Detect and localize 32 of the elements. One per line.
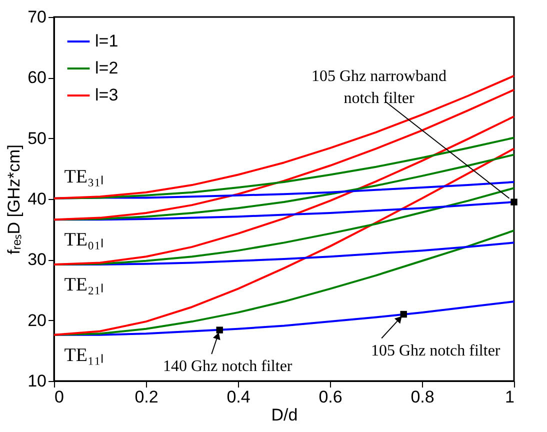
y-tick-label: 40 (28, 190, 46, 208)
legend-label: l=1 (95, 32, 118, 50)
y-tick-label: 10 (28, 372, 46, 390)
y-tick-label: 50 (28, 128, 46, 148)
x-tick-label: 0 (54, 388, 64, 406)
legend-label: l=3 (95, 86, 118, 104)
annotation: 105 Ghz notch filter (370, 342, 501, 360)
x-tick-label: 0.8 (410, 388, 434, 406)
x-tick-label: 0.6 (318, 388, 342, 406)
annotation: TE₂₁ₗ (64, 274, 104, 296)
x-tick-label: 0.2 (134, 388, 158, 406)
y-tick-label: 30 (28, 250, 46, 270)
legend-label: l=2 (95, 58, 118, 78)
line-series (53, 88, 515, 221)
annotation: 140 Ghz notch filter (162, 358, 293, 376)
x-tick-label: 1 (505, 388, 514, 406)
x-tick-label: 0.4 (226, 388, 250, 406)
annotation: TE₃₁ₗ (64, 166, 104, 188)
point (510, 198, 518, 206)
y-tick-label: 70 (28, 8, 46, 26)
annotation: TE₀₁ₗ (64, 230, 104, 251)
y-tick-label: 20 (28, 310, 46, 330)
line-series (53, 115, 515, 266)
annotation: TE₁₁ₗ (64, 344, 104, 366)
line-series (53, 230, 515, 336)
y-axis-title: fᵣₑₛD [GHz*cm] (4, 144, 24, 254)
annotation: 105 Ghz narrowband notch filter (311, 68, 447, 108)
y-tick-label: 60 (28, 68, 46, 88)
point (216, 326, 223, 334)
point (400, 310, 407, 318)
x-axis-title: D/d (271, 406, 298, 424)
line-series (53, 148, 515, 336)
